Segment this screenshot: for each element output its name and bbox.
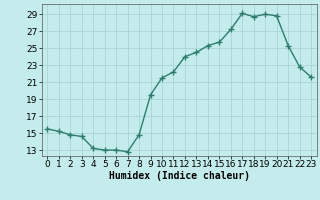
X-axis label: Humidex (Indice chaleur): Humidex (Indice chaleur) bbox=[109, 171, 250, 181]
